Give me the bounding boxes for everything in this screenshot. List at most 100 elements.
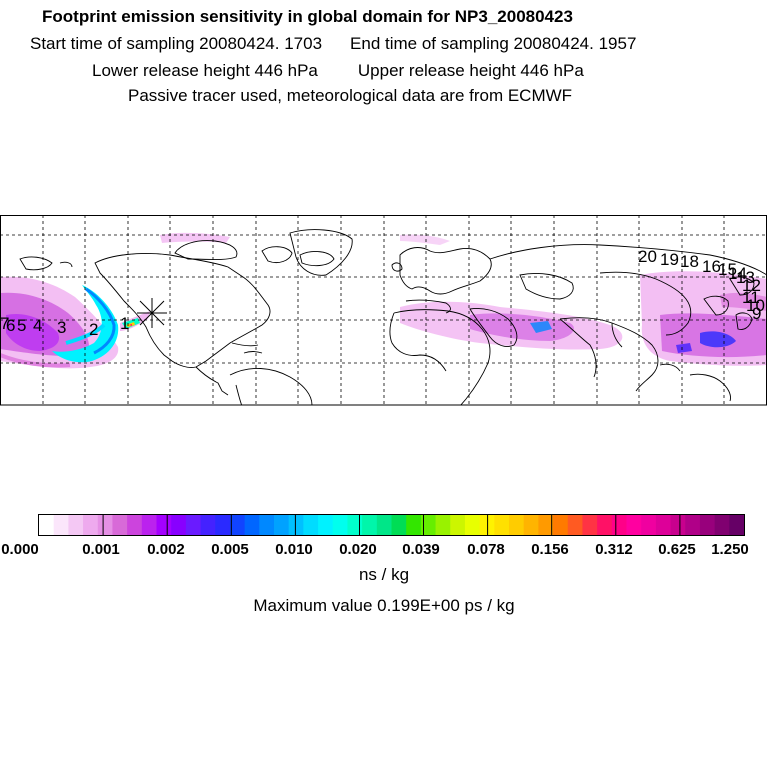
map-frame bbox=[0, 215, 767, 406]
trajectory-label: 18 bbox=[680, 252, 699, 271]
colorbar-cell bbox=[274, 515, 290, 535]
colorbar-cell bbox=[303, 515, 319, 535]
trajectory-labels-east: 20 19 18 16 15 14 13 12 11 10 9 bbox=[638, 247, 765, 323]
colorbar-cell bbox=[435, 515, 451, 535]
trajectory-label: 13 bbox=[736, 268, 755, 287]
colorbar-tick-label: 0.002 bbox=[147, 541, 185, 558]
colorbar-cell bbox=[685, 515, 701, 535]
colorbar-cell bbox=[464, 515, 481, 535]
colorbar-cell bbox=[494, 515, 510, 535]
trajectory-label: 1 bbox=[120, 314, 129, 333]
colorbar-cell bbox=[215, 515, 231, 535]
colorbar-cell bbox=[670, 515, 686, 535]
trajectory-label: 12 bbox=[742, 276, 761, 295]
trajectory-label: 5 bbox=[17, 316, 26, 335]
colorbar-cell bbox=[112, 515, 128, 535]
colorbar-dividers bbox=[102, 515, 681, 535]
colorbar-cell bbox=[200, 515, 216, 535]
colorbar-cell bbox=[362, 515, 378, 535]
colorbar-cell bbox=[626, 515, 642, 535]
colorbar-tick-label: 0.156 bbox=[531, 541, 569, 558]
colorbar-cells bbox=[39, 515, 745, 535]
trajectory-label: 16 bbox=[702, 257, 721, 276]
release-star-icon bbox=[137, 298, 167, 328]
lower-height-label: Lower release height 446 hPa bbox=[92, 61, 318, 80]
colorbar-cell bbox=[53, 515, 69, 535]
trajectory-label: 20 bbox=[638, 247, 657, 266]
trajectory-label: 7 bbox=[0, 314, 9, 333]
colorbar-cell bbox=[185, 515, 202, 535]
end-time-label: End time of sampling 20080424. 1957 bbox=[350, 34, 637, 53]
colorbar-cell bbox=[611, 515, 628, 535]
colorbar-cell bbox=[259, 515, 275, 535]
release-heights: Lower release height 446 hPa Upper releas… bbox=[92, 61, 584, 81]
colorbar-cell bbox=[127, 515, 143, 535]
colorbar-tick-label: 0.020 bbox=[339, 541, 377, 558]
colorbar-cell bbox=[699, 515, 716, 535]
colorbar-cell bbox=[68, 515, 84, 535]
colorbar-cell bbox=[376, 515, 393, 535]
coastlines bbox=[19, 229, 767, 405]
colorbar-ticks: 0.000 0.001 0.002 0.005 0.010 0.020 0.03… bbox=[1, 541, 749, 558]
trajectory-label: 10 bbox=[746, 296, 765, 315]
sampling-times: Start time of sampling 20080424. 1703 End… bbox=[30, 34, 636, 54]
colorbar-cell bbox=[714, 515, 730, 535]
trajectory-label: 11 bbox=[742, 288, 760, 307]
colorbar-cell bbox=[244, 515, 260, 535]
colorbar-tick-label: 0.010 bbox=[275, 541, 313, 558]
colorbar-cell bbox=[582, 515, 598, 535]
colorbar-cell bbox=[523, 515, 539, 535]
trajectory-label: 3 bbox=[57, 318, 66, 337]
colorbar-tick-label: 0.005 bbox=[211, 541, 249, 558]
trajectory-labels-west: 7 6 5 4 3 2 1 bbox=[0, 314, 129, 339]
colorbar-cell bbox=[729, 515, 745, 535]
colorbar-cell bbox=[171, 515, 187, 535]
trajectory-label: 9 bbox=[752, 304, 761, 323]
tracer-note: Passive tracer used, meteorological data… bbox=[128, 86, 573, 105]
colorbar-tick-label: 0.001 bbox=[82, 541, 120, 558]
trajectory-label: 19 bbox=[660, 250, 679, 269]
colorbar-tick-label: 0.000 bbox=[1, 541, 39, 558]
colorbar-cell bbox=[450, 515, 466, 535]
graticule bbox=[0, 215, 767, 405]
colorbar-cell bbox=[509, 515, 525, 535]
colorbar-cell bbox=[641, 515, 657, 535]
colorbar-cell bbox=[229, 515, 246, 535]
colorbar-cell bbox=[567, 515, 584, 535]
sensitivity-plume-west bbox=[0, 276, 150, 369]
colorbar-tick-label: 0.078 bbox=[467, 541, 505, 558]
colorbar-cell bbox=[391, 515, 407, 535]
upper-height-label: Upper release height 446 hPa bbox=[357, 61, 584, 80]
colorbar-tick-label: 0.312 bbox=[595, 541, 633, 558]
colorbar-cell bbox=[97, 515, 114, 535]
colorbar-units: ns / kg bbox=[358, 565, 410, 584]
trajectory-label: 15 bbox=[718, 260, 737, 279]
colorbar-cell bbox=[538, 515, 554, 535]
colorbar-cell bbox=[156, 515, 172, 535]
maximum-value: Maximum value 0.199E+00 ps / kg bbox=[253, 596, 515, 615]
colorbar-tick-label: 1.250 bbox=[711, 541, 749, 558]
trajectory-label: 4 bbox=[33, 316, 42, 335]
colorbar-cell bbox=[318, 515, 334, 535]
colorbar-cell bbox=[597, 515, 613, 535]
trajectory-label: 6 bbox=[6, 316, 15, 335]
start-time-label: Start time of sampling 20080424. 1703 bbox=[30, 34, 323, 53]
colorbar-cell bbox=[553, 515, 569, 535]
plot-title: Footprint emission sensitivity in global… bbox=[42, 7, 573, 26]
colorbar: 0.000 0.001 0.002 0.005 0.010 0.020 0.03… bbox=[1, 514, 749, 558]
trajectory-label: 14 bbox=[728, 264, 747, 283]
colorbar-tick-label: 0.039 bbox=[402, 541, 440, 558]
colorbar-cell bbox=[39, 515, 55, 535]
colorbar-cell bbox=[141, 515, 158, 535]
colorbar-cell bbox=[347, 515, 363, 535]
colorbar-cell bbox=[288, 515, 304, 535]
footprint-map: 7 6 5 4 3 2 1 20 19 18 16 15 14 13 12 11… bbox=[0, 215, 767, 406]
colorbar-cell bbox=[406, 515, 422, 535]
colorbar-cell bbox=[83, 515, 99, 535]
colorbar-frame bbox=[38, 514, 745, 536]
colorbar-cell bbox=[655, 515, 672, 535]
colorbar-cell bbox=[332, 515, 349, 535]
colorbar-cell bbox=[420, 515, 437, 535]
colorbar-tick-label: 0.625 bbox=[658, 541, 696, 558]
trajectory-label: 2 bbox=[89, 320, 98, 339]
